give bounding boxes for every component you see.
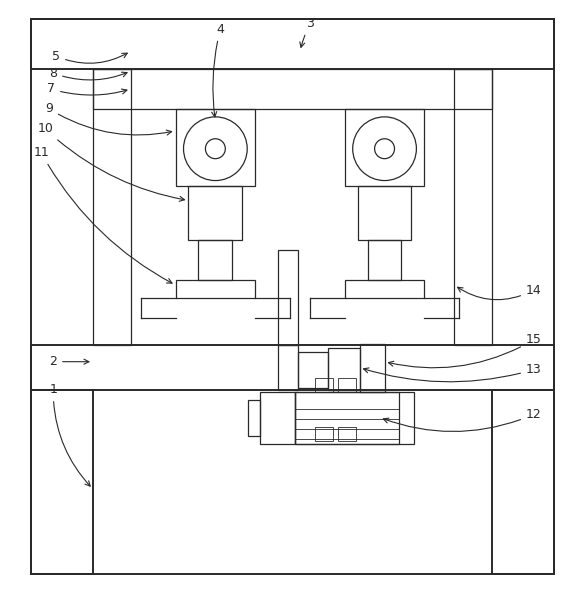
- Bar: [315, 427, 333, 441]
- Text: 13: 13: [364, 363, 542, 382]
- Bar: [360, 344, 385, 392]
- Bar: [368, 240, 402, 280]
- Circle shape: [183, 117, 247, 180]
- Text: 14: 14: [457, 284, 542, 300]
- Bar: [338, 378, 356, 392]
- Text: 9: 9: [45, 102, 172, 135]
- Text: 11: 11: [33, 146, 172, 283]
- Bar: [198, 240, 232, 280]
- Text: 4: 4: [212, 23, 224, 117]
- Bar: [328, 347, 360, 390]
- Bar: [176, 109, 255, 186]
- Bar: [93, 69, 131, 345]
- Bar: [260, 392, 295, 444]
- Bar: [345, 109, 424, 186]
- Bar: [278, 250, 298, 345]
- Bar: [358, 186, 411, 240]
- Text: 1: 1: [49, 383, 90, 486]
- Bar: [338, 427, 356, 441]
- Bar: [295, 392, 414, 444]
- Bar: [176, 280, 255, 298]
- Text: 8: 8: [49, 67, 127, 80]
- Bar: [93, 69, 492, 109]
- Text: 10: 10: [37, 123, 184, 201]
- Bar: [454, 69, 492, 345]
- Text: 2: 2: [49, 355, 89, 368]
- Bar: [248, 399, 260, 436]
- Bar: [345, 280, 424, 298]
- Bar: [31, 19, 553, 69]
- Bar: [298, 352, 328, 387]
- Text: 15: 15: [388, 333, 542, 368]
- Bar: [31, 345, 553, 390]
- Bar: [189, 186, 242, 240]
- Text: 7: 7: [47, 83, 127, 96]
- Text: 5: 5: [52, 49, 127, 63]
- Bar: [492, 390, 553, 574]
- Text: 12: 12: [384, 408, 542, 431]
- Bar: [315, 378, 333, 392]
- Bar: [31, 390, 93, 574]
- Bar: [278, 345, 298, 390]
- Bar: [295, 392, 399, 444]
- Circle shape: [353, 117, 416, 180]
- Text: 3: 3: [300, 17, 314, 47]
